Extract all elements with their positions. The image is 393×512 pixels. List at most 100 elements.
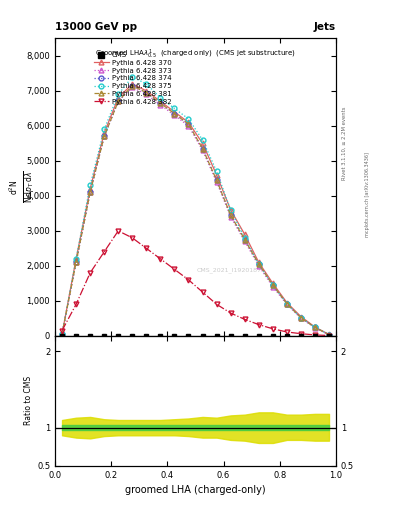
Pythia 6.428 382	[285, 329, 289, 335]
Pythia 6.428 382	[144, 245, 149, 251]
Pythia 6.428 370	[242, 231, 247, 238]
Pythia 6.428 373	[116, 98, 121, 104]
Pythia 6.428 370	[116, 95, 121, 101]
Pythia 6.428 375	[186, 116, 191, 122]
Pythia 6.428 373	[102, 133, 107, 139]
Pythia 6.428 375	[242, 235, 247, 241]
Text: CMS_2021_I1920187: CMS_2021_I1920187	[197, 268, 262, 273]
Pythia 6.428 374	[327, 331, 331, 337]
Pythia 6.428 370	[102, 130, 107, 136]
Pythia 6.428 375	[312, 324, 317, 330]
Pythia 6.428 374	[200, 145, 205, 152]
Pythia 6.428 373	[256, 263, 261, 269]
Pythia 6.428 374	[299, 314, 303, 321]
Pythia 6.428 370	[228, 207, 233, 213]
Pythia 6.428 382	[312, 332, 317, 338]
Pythia 6.428 373	[285, 301, 289, 307]
Pythia 6.428 381	[116, 98, 121, 104]
Pythia 6.428 373	[200, 147, 205, 154]
Line: Pythia 6.428 382: Pythia 6.428 382	[60, 228, 331, 338]
Pythia 6.428 373	[130, 84, 135, 91]
Pythia 6.428 374	[130, 82, 135, 89]
Pythia 6.428 370	[285, 300, 289, 306]
Pythia 6.428 381	[214, 177, 219, 183]
Pythia 6.428 375	[299, 314, 303, 321]
Pythia 6.428 373	[242, 238, 247, 244]
Pythia 6.428 381	[256, 261, 261, 267]
Pythia 6.428 382	[327, 332, 331, 338]
Pythia 6.428 370	[60, 331, 64, 337]
Pythia 6.428 370	[186, 119, 191, 125]
Pythia 6.428 375	[327, 331, 331, 337]
Pythia 6.428 370	[299, 313, 303, 319]
Text: 13000 GeV pp: 13000 GeV pp	[55, 23, 137, 32]
Pythia 6.428 370	[158, 98, 163, 104]
Pythia 6.428 374	[285, 301, 289, 307]
Line: Pythia 6.428 373: Pythia 6.428 373	[60, 85, 331, 337]
Pythia 6.428 374	[88, 189, 92, 196]
Pythia 6.428 375	[74, 256, 79, 262]
Pythia 6.428 375	[172, 105, 177, 112]
Pythia 6.428 381	[228, 212, 233, 218]
Pythia 6.428 375	[88, 182, 92, 188]
Y-axis label: $\mathrm{d}^2\mathrm{N}$
$\overline{\mathrm{N}\,\mathrm{d}p_T\,\mathrm{d}\lambda: $\mathrm{d}^2\mathrm{N}$ $\overline{\mat…	[8, 170, 37, 203]
Pythia 6.428 370	[214, 172, 219, 178]
Pythia 6.428 374	[116, 98, 121, 104]
Line: Pythia 6.428 370: Pythia 6.428 370	[60, 81, 331, 337]
Pythia 6.428 375	[144, 81, 149, 87]
Pythia 6.428 375	[102, 126, 107, 133]
Pythia 6.428 373	[158, 102, 163, 108]
Pythia 6.428 373	[186, 123, 191, 129]
Pythia 6.428 374	[74, 259, 79, 265]
Pythia 6.428 382	[256, 322, 261, 328]
Pythia 6.428 381	[186, 121, 191, 127]
Pythia 6.428 381	[60, 331, 64, 337]
Pythia 6.428 370	[172, 109, 177, 115]
Pythia 6.428 382	[172, 266, 177, 272]
Pythia 6.428 375	[228, 207, 233, 213]
Pythia 6.428 370	[130, 81, 135, 87]
X-axis label: groomed LHA (charged-only): groomed LHA (charged-only)	[125, 485, 266, 495]
Pythia 6.428 373	[172, 112, 177, 118]
Pythia 6.428 370	[200, 140, 205, 146]
Pythia 6.428 374	[172, 111, 177, 117]
Pythia 6.428 381	[144, 90, 149, 96]
Pythia 6.428 370	[312, 324, 317, 330]
Pythia 6.428 382	[102, 249, 107, 255]
Pythia 6.428 381	[270, 282, 275, 288]
Pythia 6.428 374	[214, 177, 219, 183]
Pythia 6.428 375	[285, 301, 289, 307]
Pythia 6.428 381	[200, 145, 205, 152]
Pythia 6.428 382	[60, 328, 64, 334]
Pythia 6.428 370	[88, 186, 92, 192]
Y-axis label: Ratio to CMS: Ratio to CMS	[24, 376, 33, 425]
Pythia 6.428 374	[158, 100, 163, 106]
Pythia 6.428 374	[186, 121, 191, 127]
Pythia 6.428 382	[74, 301, 79, 307]
Pythia 6.428 381	[327, 331, 331, 337]
Pythia 6.428 382	[88, 270, 92, 276]
Pythia 6.428 375	[256, 261, 261, 267]
Pythia 6.428 374	[228, 212, 233, 218]
Pythia 6.428 381	[88, 189, 92, 196]
Pythia 6.428 373	[312, 325, 317, 331]
Pythia 6.428 373	[228, 214, 233, 220]
Pythia 6.428 370	[144, 88, 149, 94]
Pythia 6.428 370	[74, 256, 79, 262]
Pythia 6.428 382	[228, 310, 233, 316]
Pythia 6.428 374	[312, 324, 317, 330]
Pythia 6.428 375	[200, 137, 205, 143]
Pythia 6.428 374	[242, 237, 247, 243]
Text: Groomed LHA$\lambda^1_{0.5}$  (charged only)  (CMS jet substructure): Groomed LHA$\lambda^1_{0.5}$ (charged on…	[95, 47, 296, 60]
Text: Rivet 3.1.10, ≥ 2.2M events: Rivet 3.1.10, ≥ 2.2M events	[342, 106, 346, 180]
Line: Pythia 6.428 381: Pythia 6.428 381	[60, 83, 331, 337]
Pythia 6.428 382	[130, 235, 135, 241]
Pythia 6.428 373	[327, 332, 331, 338]
Pythia 6.428 370	[270, 280, 275, 286]
Pythia 6.428 381	[130, 82, 135, 89]
Pythia 6.428 374	[102, 133, 107, 139]
Pythia 6.428 381	[312, 324, 317, 330]
Pythia 6.428 373	[74, 259, 79, 265]
Line: Pythia 6.428 375: Pythia 6.428 375	[60, 74, 331, 337]
Pythia 6.428 382	[200, 289, 205, 295]
